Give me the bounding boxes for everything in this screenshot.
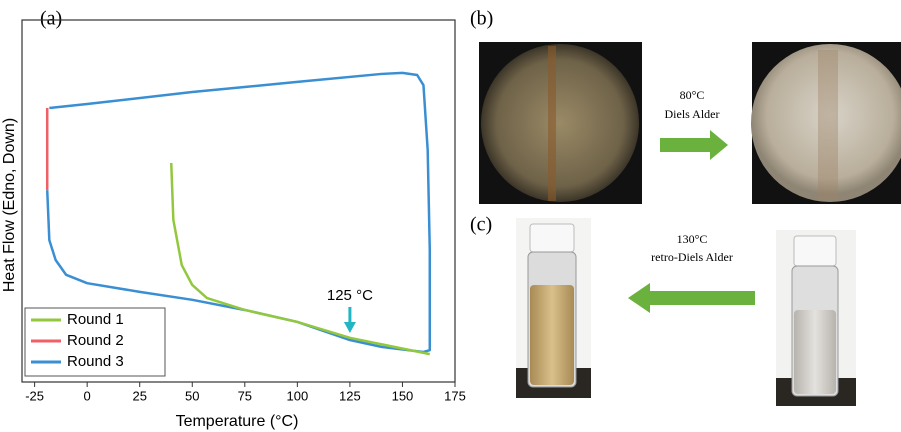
legend-label: Round 2 xyxy=(67,332,124,349)
x-tick-label: 50 xyxy=(185,388,199,403)
annotation-arrowhead xyxy=(344,322,356,333)
vial-cap xyxy=(530,224,574,252)
photo-detail xyxy=(818,50,838,200)
reaction: retro-Diels Alder xyxy=(651,250,733,264)
reaction: Diels Alder xyxy=(665,107,720,121)
x-tick-label: 150 xyxy=(392,388,414,403)
condition: 80°C xyxy=(680,88,705,102)
vial-liquid xyxy=(794,310,836,394)
x-tick-label: 125 xyxy=(339,388,361,403)
figure: (a) Temperature (°C) Heat Flow (Edno, Do… xyxy=(0,0,901,432)
x-axis-label: Temperature (°C) xyxy=(176,413,299,430)
legend-label: Round 3 xyxy=(67,353,124,370)
x-tick-label: 175 xyxy=(444,388,466,403)
x-tick-label: 100 xyxy=(287,388,309,403)
photo-detail xyxy=(548,46,556,201)
condition: 130°C xyxy=(677,232,708,246)
x-tick-label: 0 xyxy=(84,388,91,403)
y-axis-label: Heat Flow (Edno, Down) xyxy=(1,118,18,292)
x-tick-label: 75 xyxy=(238,388,252,403)
legend-label: Round 1 xyxy=(67,311,124,328)
vial-cap xyxy=(794,236,836,266)
panel-label: (b) xyxy=(470,8,493,30)
line xyxy=(171,163,430,354)
annotation: 125 °C xyxy=(327,287,373,304)
photo-sample xyxy=(481,44,639,202)
x-tick-label: -25 xyxy=(25,388,44,403)
panel-label: (a) xyxy=(40,8,62,30)
arrow-right xyxy=(660,130,728,160)
panel-label: (c) xyxy=(470,214,492,236)
vial-liquid xyxy=(530,285,574,385)
x-tick-label: 25 xyxy=(132,388,146,403)
arrow-left xyxy=(628,283,755,313)
